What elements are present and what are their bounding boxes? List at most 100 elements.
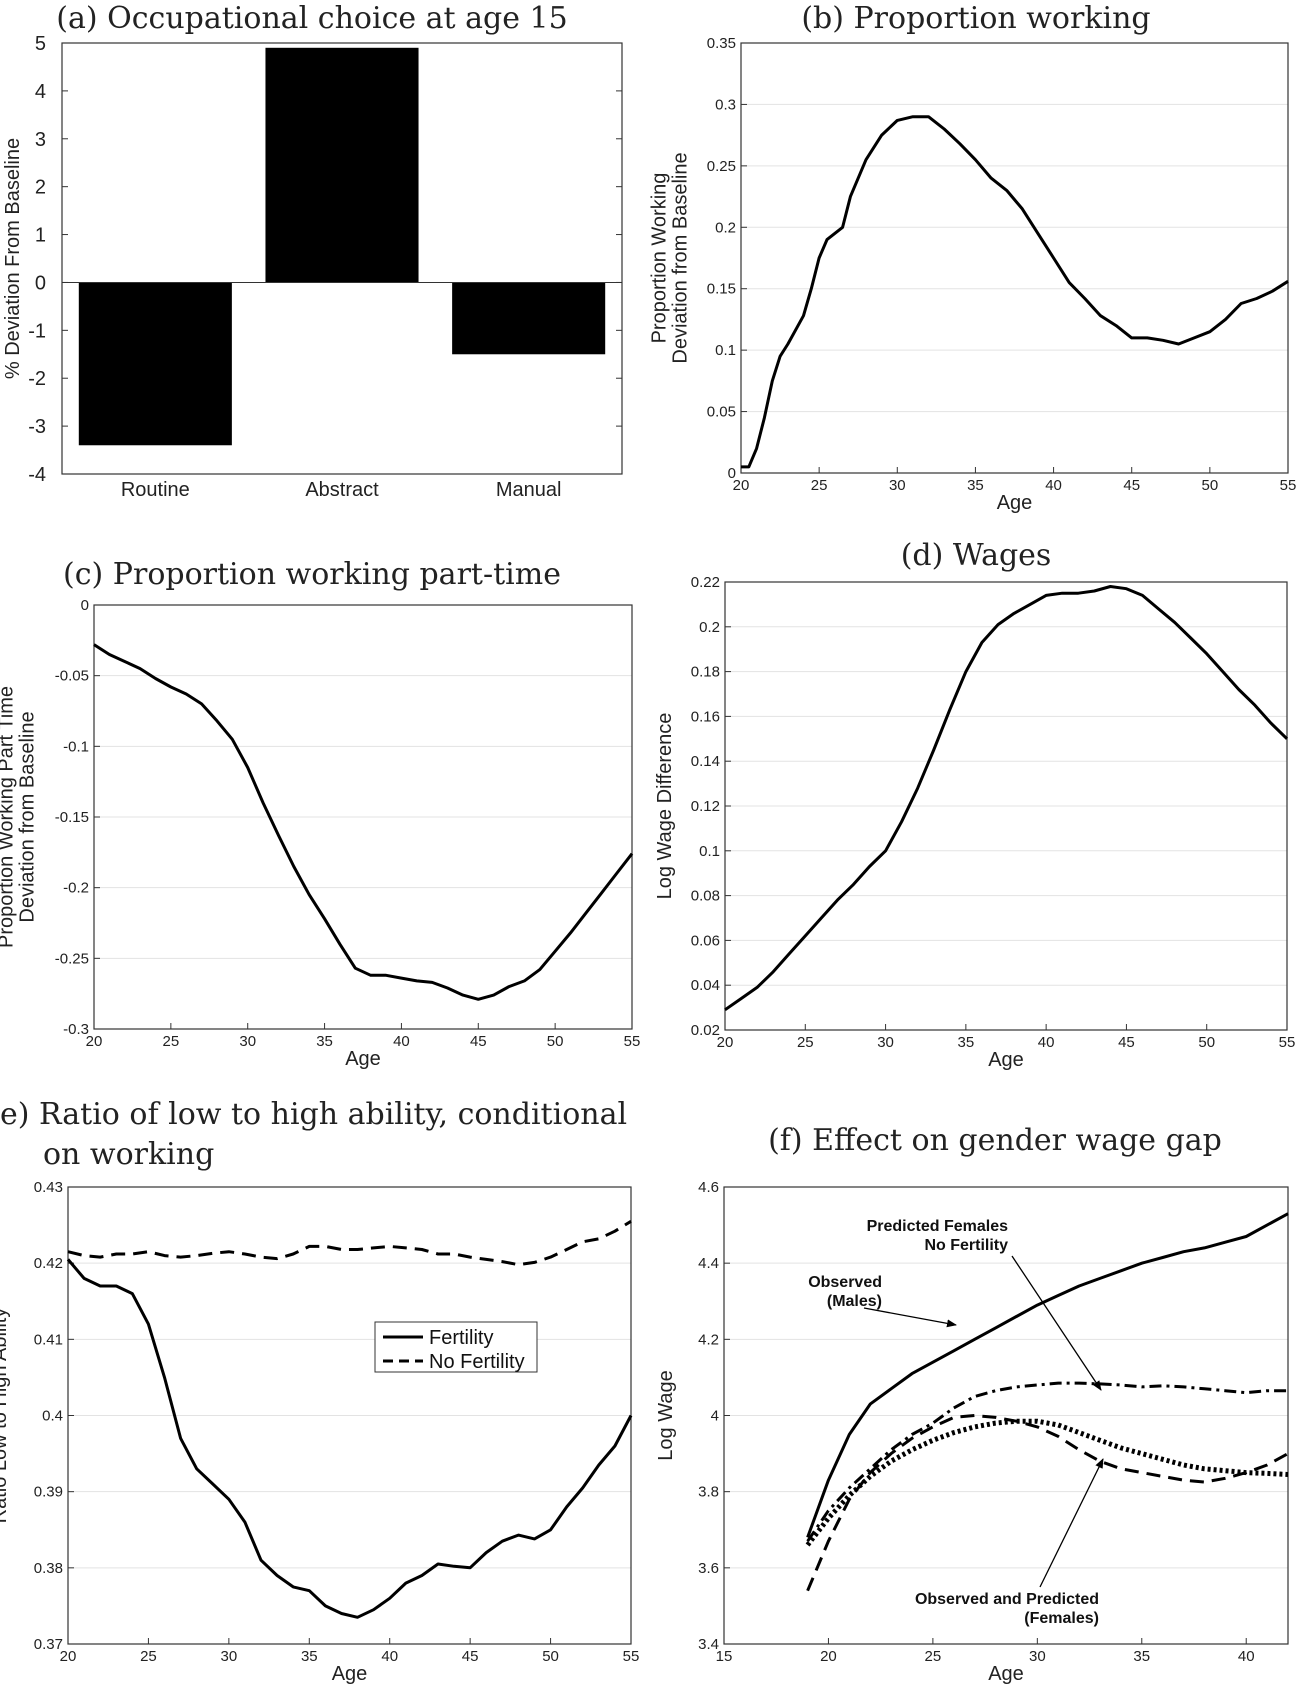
bar-abstract <box>265 47 419 283</box>
x-tick-label: 55 <box>623 1648 640 1665</box>
y-tick-label: 0 <box>81 597 89 614</box>
x-tick-label: 35 <box>958 1034 975 1051</box>
y-tick-label: -4 <box>28 464 46 486</box>
series-line-solid-0 <box>741 115 1289 469</box>
x-axis-label: Age <box>332 1663 368 1685</box>
series-line-solid-0 <box>724 585 1289 1012</box>
y-tick-label: 4 <box>711 1408 719 1425</box>
x-tick-label: 30 <box>877 1034 894 1051</box>
y-tick-label: -0.25 <box>55 950 89 967</box>
plot-border <box>724 581 1288 1031</box>
x-tick-label: 20 <box>733 477 750 494</box>
y-tick-label: 0.3 <box>715 96 736 113</box>
y-tick-label: 0.08 <box>691 888 720 905</box>
y-tick-label: 0.1 <box>699 843 720 860</box>
x-tick-label: 30 <box>221 1648 238 1665</box>
x-axis-label: Age <box>997 492 1033 514</box>
y-tick-label: 0.43 <box>34 1179 63 1196</box>
panel-b-title: (b) Proportion working <box>801 1 1150 36</box>
y-tick-label: 0 <box>728 465 736 482</box>
x-tick-label: 25 <box>811 477 828 494</box>
x-tick-label: 20 <box>820 1648 837 1665</box>
y-axis-label: Log Wage Difference <box>654 713 676 900</box>
y-tick-label: 3.8 <box>698 1484 719 1501</box>
y-tick-label: 0.06 <box>691 932 720 949</box>
y-tick-label: 4.2 <box>698 1331 719 1348</box>
y-tick-label: 0.16 <box>691 708 720 725</box>
x-tick-label: 50 <box>1198 1034 1215 1051</box>
y-axis-label: Deviation from Baseline <box>17 711 39 922</box>
x-tick-label: 55 <box>1279 1034 1296 1051</box>
x-tick-label: 35 <box>316 1033 333 1050</box>
x-tick-label: 45 <box>1118 1034 1135 1051</box>
panel-ability-ratio: e) Ratio of low to high ability, conditi… <box>0 1097 639 1685</box>
panel-proportion-working: (b) Proportion working 0 0.05 0.1 0.15 0.2 0.… <box>649 1 1297 514</box>
y-tick-label: 0.1 <box>715 342 736 359</box>
legend-label: No Fertility <box>429 1351 525 1373</box>
x-tick-label: 50 <box>547 1033 564 1050</box>
y-tick-label: 0.04 <box>691 977 720 994</box>
x-tick-label: Abstract <box>305 479 379 501</box>
x-tick-label: 35 <box>301 1648 318 1665</box>
annotation-arrow <box>863 1307 957 1328</box>
x-tick-label: 45 <box>470 1033 487 1050</box>
legend-box <box>374 1321 538 1373</box>
y-tick-label: 3.4 <box>698 1636 719 1653</box>
y-tick-label: 0.05 <box>707 404 736 421</box>
y-axis-label: Proportion Working Part Time <box>0 686 18 948</box>
series-line-dashdot-1 <box>806 1381 1288 1543</box>
x-tick-label: 40 <box>393 1033 410 1050</box>
series-line-fertility <box>66 1258 633 1619</box>
y-tick-label: 1 <box>35 225 46 247</box>
x-tick-label: 55 <box>624 1033 641 1050</box>
x-tick-label: 45 <box>1123 477 1140 494</box>
y-tick-label: 0.41 <box>34 1331 63 1348</box>
panel-e-title-line1: e) Ratio of low to high ability, conditi… <box>0 1097 627 1132</box>
y-tick-label: 0.14 <box>691 753 720 770</box>
panel-gender-wage-gap: (f) Effect on gender wage gap 3.4 3.6 3.8 4… <box>655 1123 1289 1685</box>
series-line-dashed-2 <box>806 1414 1289 1592</box>
y-tick-label: 0.38 <box>34 1560 63 1577</box>
y-tick-label: 2 <box>35 177 46 199</box>
x-axis-label: Age <box>345 1048 381 1070</box>
panel-wages: (d) Wages 0.02 0.04 0.06 0.08 0.1 0.12 0.14 0.1… <box>654 538 1295 1071</box>
annotation-text: No Fertility <box>924 1237 1008 1254</box>
annotation-arrow <box>1011 1255 1102 1391</box>
bar-manual <box>452 282 606 355</box>
panel-f-title: (f) Effect on gender wage gap <box>768 1123 1222 1158</box>
y-tick-label: -0.15 <box>55 809 89 826</box>
x-tick-label: 35 <box>967 477 984 494</box>
x-tick-label: 25 <box>925 1648 942 1665</box>
y-tick-label: 0 <box>35 272 46 294</box>
annotation-text: (Males) <box>827 1293 882 1310</box>
y-tick-label: 0.2 <box>715 219 736 236</box>
y-axis-label: % Deviation From Baseline <box>2 138 24 379</box>
x-tick-label: 45 <box>462 1648 479 1665</box>
y-tick-label: 3 <box>35 129 46 151</box>
panel-occupational-choice: (a) Occupational choice at age 15 Routin… <box>2 1 623 501</box>
x-tick-label: 30 <box>889 477 906 494</box>
y-tick-label: 0.35 <box>707 35 736 52</box>
x-tick-label: 30 <box>1029 1648 1046 1665</box>
y-tick-label: 0.4 <box>42 1408 63 1425</box>
x-tick-label: 20 <box>60 1648 77 1665</box>
x-tick-label: 35 <box>1133 1648 1150 1665</box>
y-tick-label: 0.42 <box>34 1255 63 1272</box>
annotation-text: Observed <box>808 1274 882 1291</box>
series-line-solid-0 <box>806 1212 1289 1538</box>
plot-border <box>61 42 623 475</box>
y-tick-label: -1 <box>28 320 46 342</box>
panel-c-title: (c) Proportion working part-time <box>63 557 561 592</box>
panel-e-title-line2: on working <box>43 1137 214 1172</box>
y-tick-label: 5 <box>35 33 46 55</box>
y-axis-label: Deviation from Baseline <box>670 152 692 363</box>
y-tick-label: 0.12 <box>691 798 720 815</box>
annotation-text: Observed and Predicted <box>915 1591 1099 1608</box>
y-axis-label: Log Wage <box>655 1370 677 1460</box>
y-axis-label: Proportion Working <box>649 173 671 344</box>
x-tick-label: 40 <box>1038 1034 1055 1051</box>
y-tick-label: 4.6 <box>698 1179 719 1196</box>
x-axis-label: Age <box>988 1049 1024 1071</box>
x-tick-label: 30 <box>239 1033 256 1050</box>
y-tick-label: -3 <box>28 416 46 438</box>
